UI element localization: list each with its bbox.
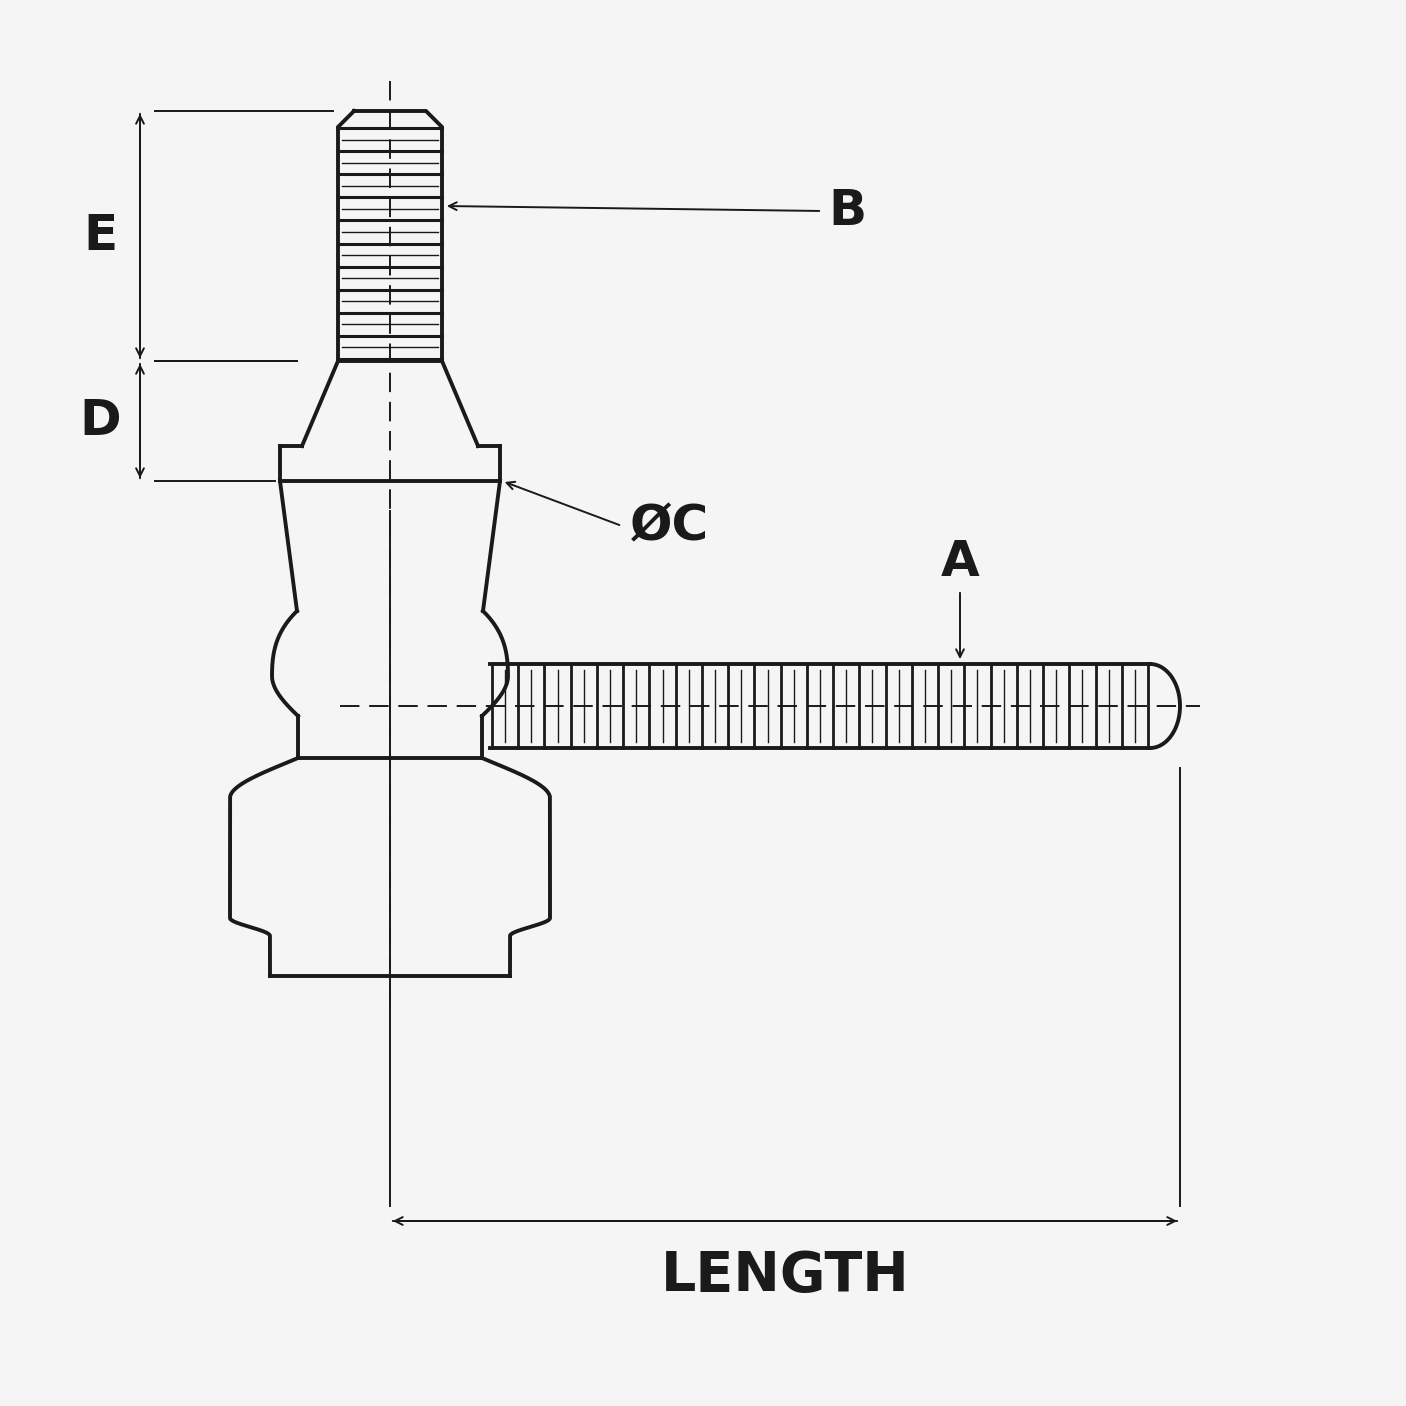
Text: LENGTH: LENGTH (661, 1249, 910, 1303)
Text: D: D (79, 396, 121, 446)
Text: ØC: ØC (630, 502, 709, 550)
Text: B: B (828, 187, 866, 235)
Text: A: A (941, 538, 980, 586)
Text: E: E (83, 212, 117, 260)
